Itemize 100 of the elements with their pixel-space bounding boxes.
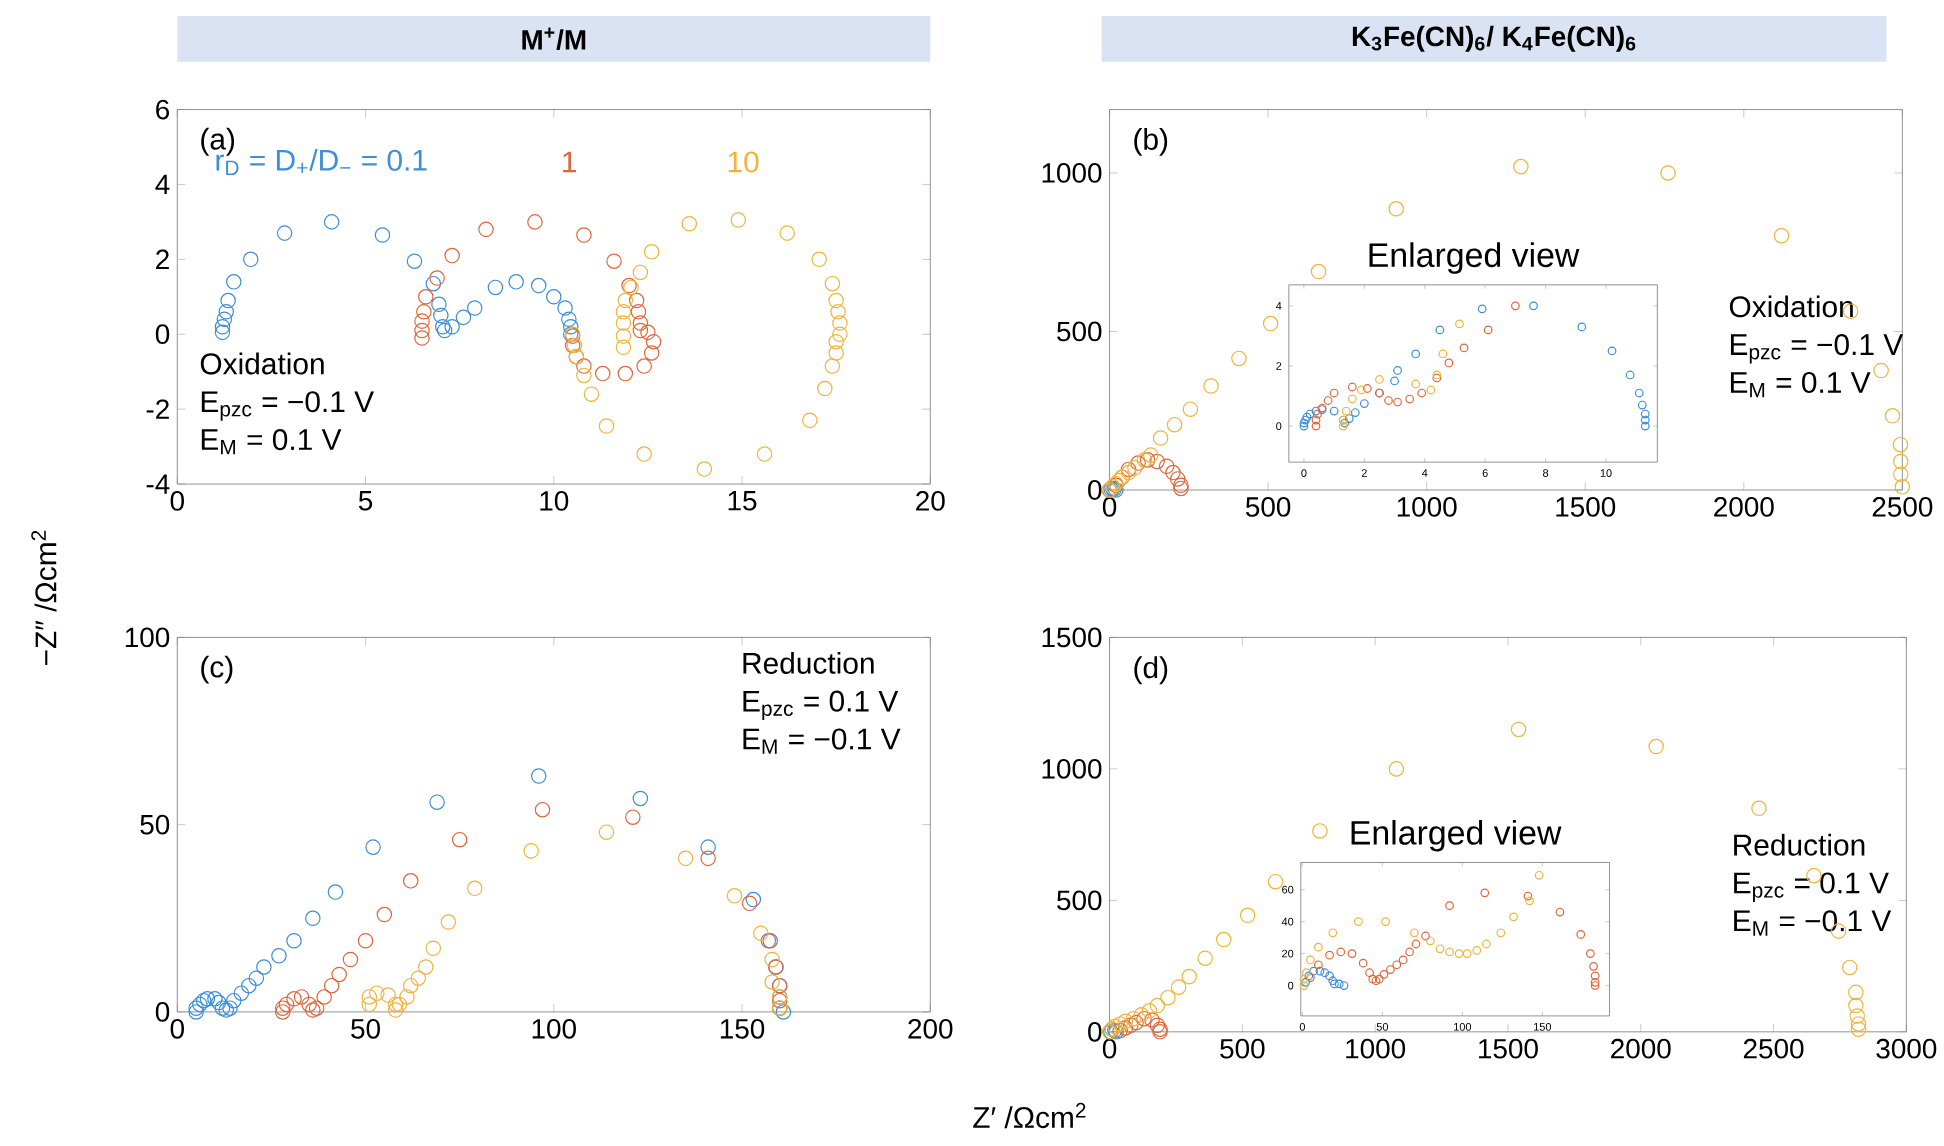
- point: [1231, 350, 1247, 367]
- point: [241, 978, 257, 994]
- point: [1884, 408, 1901, 424]
- series-label: 1: [563, 152, 576, 173]
- point: [1426, 385, 1436, 395]
- point: [1480, 888, 1490, 898]
- point: [207, 991, 223, 1007]
- x-tick-label: 3000: [1876, 1039, 1937, 1059]
- point: [256, 959, 272, 976]
- point: [429, 270, 445, 287]
- point: [451, 832, 468, 848]
- y-tick-label: 1000: [1042, 759, 1102, 780]
- point: [1510, 301, 1520, 311]
- point: [1577, 322, 1587, 332]
- point: [374, 227, 391, 244]
- point: [414, 323, 430, 339]
- point: [1848, 984, 1864, 1001]
- point: [1525, 896, 1534, 906]
- annotation: E$_{M}$ = −0.1 V: [1734, 910, 1892, 936]
- point: [508, 274, 524, 290]
- point: [1555, 907, 1565, 917]
- x-tick-label: 20: [916, 491, 945, 512]
- point: [561, 311, 577, 328]
- point: [399, 989, 415, 1006]
- annotation: Oxidation: [1729, 295, 1853, 318]
- point: [1325, 971, 1334, 981]
- point: [1347, 394, 1357, 404]
- point: [1640, 409, 1650, 419]
- point: [1640, 415, 1650, 425]
- x-tick-label: 2000: [1714, 497, 1774, 518]
- point: [1510, 721, 1527, 738]
- x-tick-label: 2500: [1872, 497, 1933, 518]
- point: [1384, 396, 1393, 406]
- point: [1496, 928, 1506, 938]
- point: [342, 952, 359, 968]
- point: [402, 978, 419, 994]
- annotation: E$_{pzc}$ = 0.1 V: [743, 690, 899, 721]
- point: [1773, 228, 1790, 244]
- x-tick-label: 200: [908, 1019, 953, 1040]
- point: [1388, 761, 1405, 777]
- point: [557, 300, 573, 317]
- point: [425, 940, 442, 957]
- point: [216, 311, 233, 328]
- point: [1417, 388, 1427, 398]
- point: [436, 323, 453, 339]
- point: [1590, 971, 1600, 981]
- point: [1607, 346, 1617, 356]
- point: [248, 970, 265, 987]
- point: [301, 996, 317, 1013]
- point: [1123, 1017, 1139, 1034]
- point: [1534, 871, 1544, 880]
- point: [523, 843, 539, 859]
- point: [199, 991, 216, 1007]
- x-tick-label: 2500: [1743, 1039, 1804, 1059]
- y-tick-label: 1500: [1042, 627, 1102, 648]
- x-tick-label: 1500: [1556, 497, 1616, 518]
- point: [530, 768, 547, 785]
- point: [1513, 159, 1529, 175]
- point: [293, 989, 310, 1006]
- point: [1309, 967, 1318, 976]
- point: [387, 996, 404, 1013]
- point: [1149, 454, 1165, 470]
- point: [1329, 388, 1339, 398]
- point: [1751, 800, 1767, 817]
- point: [425, 276, 442, 292]
- point: [214, 324, 231, 341]
- point: [615, 315, 632, 332]
- annotation: (d): [1134, 656, 1168, 685]
- point: [625, 809, 641, 826]
- point: [188, 1000, 204, 1017]
- point: [1459, 343, 1469, 353]
- point: [1444, 358, 1454, 368]
- point: [433, 308, 449, 324]
- y-tick-label: 6: [156, 99, 170, 120]
- point: [1445, 901, 1454, 911]
- point: [402, 873, 419, 889]
- point: [764, 974, 780, 991]
- point: [1842, 959, 1858, 976]
- point: [1421, 931, 1430, 941]
- point: [1365, 968, 1374, 978]
- point: [1339, 981, 1349, 991]
- point: [1353, 917, 1363, 927]
- point: [1392, 960, 1402, 970]
- point: [1472, 946, 1482, 956]
- point: [828, 334, 844, 350]
- point: [414, 330, 430, 347]
- point: [1379, 970, 1389, 980]
- point: [316, 989, 332, 1006]
- point: [753, 925, 769, 942]
- point: [576, 367, 592, 384]
- point: [429, 794, 445, 811]
- point: [444, 319, 460, 335]
- point: [615, 339, 632, 356]
- point: [1141, 1003, 1158, 1019]
- point: [1637, 400, 1647, 410]
- point: [1203, 378, 1219, 395]
- point: [817, 381, 833, 397]
- point: [478, 221, 494, 238]
- point: [1409, 928, 1419, 938]
- point: [1130, 455, 1146, 472]
